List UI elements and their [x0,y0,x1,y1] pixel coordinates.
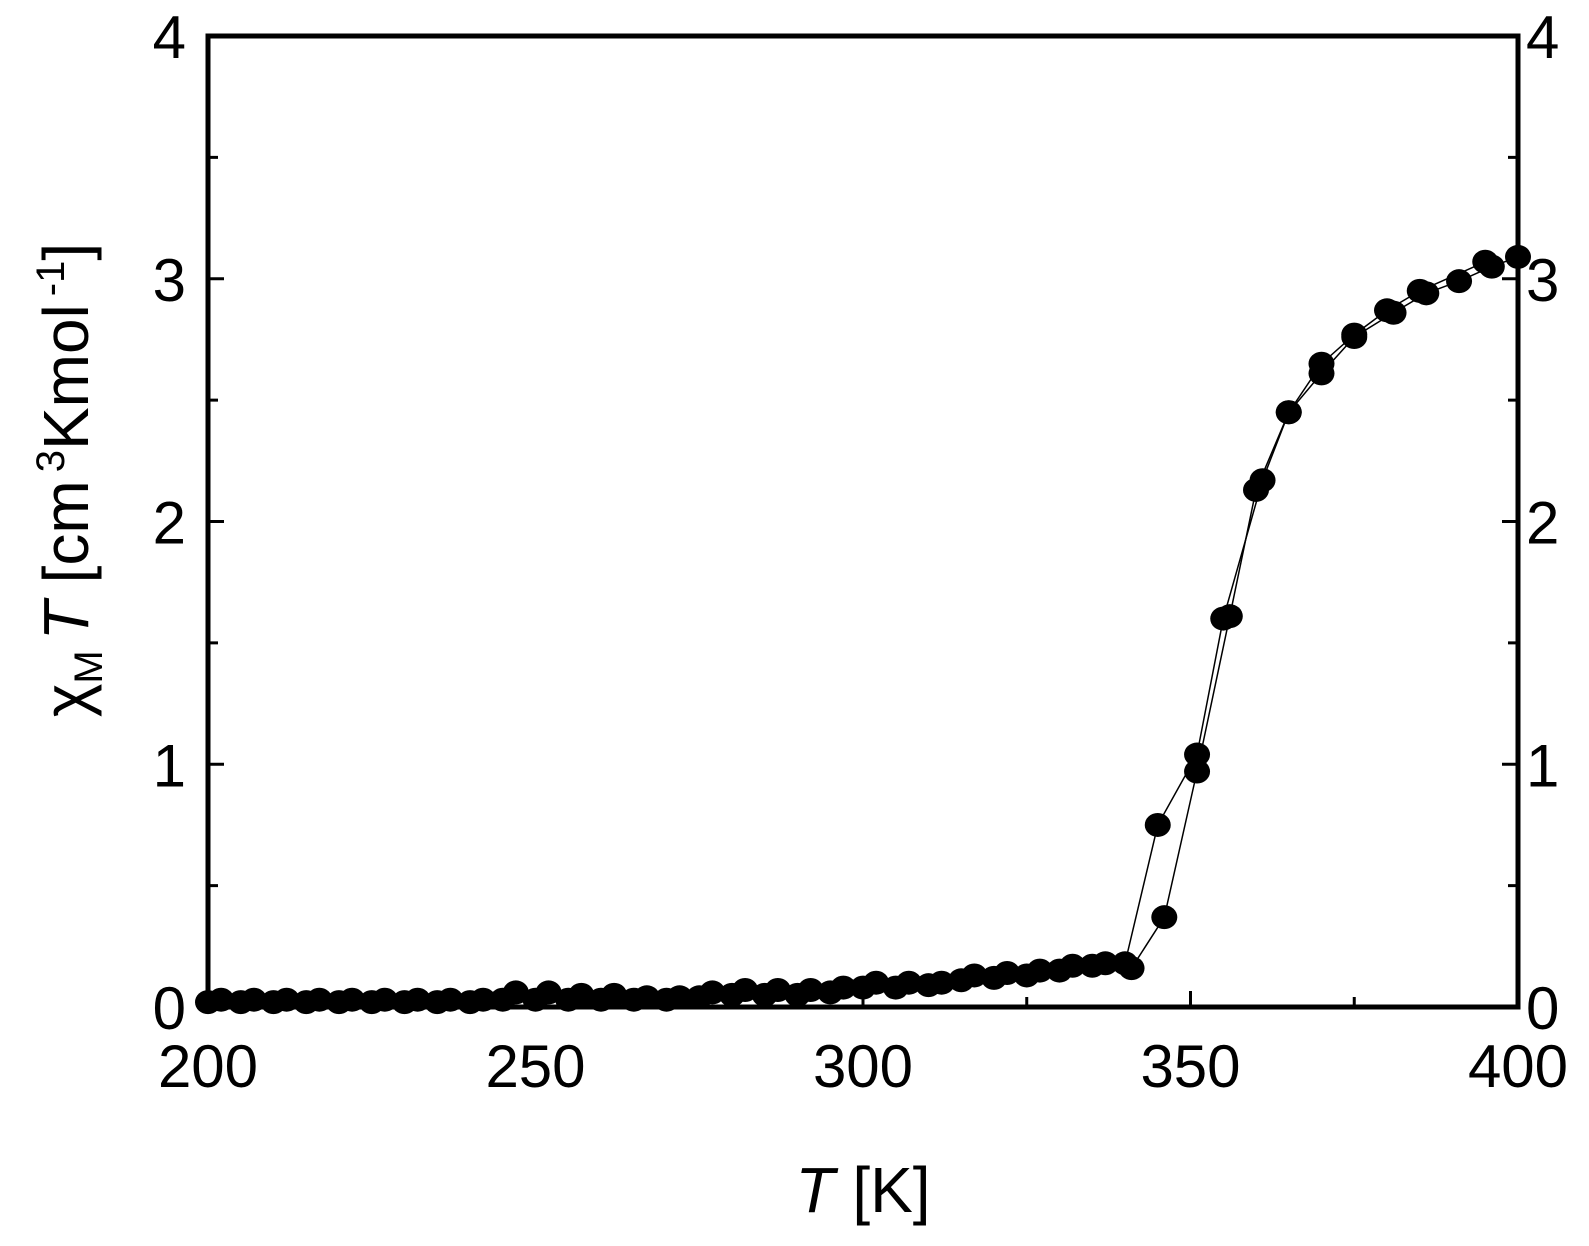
data-point [1341,322,1368,347]
y-tick-label: 4 [153,4,186,71]
data-point [502,980,529,1005]
y-tick-label: 3 [153,247,186,314]
data-point [1374,298,1400,323]
data-point [994,961,1021,986]
x-tick-label: 300 [813,1033,913,1100]
data-point [863,970,890,995]
y-tick-label: 0 [153,975,186,1042]
x-tick-label: 350 [1140,1033,1240,1100]
y2-tick-label: 1 [1526,732,1559,799]
data-point [797,978,824,1003]
data-point [895,970,922,995]
y-label-part: [cm [30,480,102,583]
y-label-part: χ [30,684,102,718]
plot-frame [205,33,1521,1010]
data-point [732,978,759,1003]
y-label-part: -1 [29,261,73,297]
y2-tick-label: 4 [1526,4,1559,71]
y-label-part: Kmol [30,304,102,450]
data-point [1092,951,1119,976]
y-label-part: 3 [29,450,73,472]
y-tick-label: 2 [153,490,186,557]
data-point [1112,951,1138,976]
data-point [1406,278,1433,303]
data-point [1446,269,1473,294]
y2-tick-label: 2 [1526,490,1559,557]
data-point [1249,468,1276,493]
data-point [1210,606,1237,631]
x-tick-label: 400 [1468,1033,1568,1100]
data-point [1151,905,1178,930]
data-point [535,980,562,1005]
y2-tick-label: 3 [1526,247,1559,314]
series-line [221,261,1486,1001]
y-label-part: M [67,650,111,683]
x-tick-label: 200 [158,1033,258,1100]
data-point [961,963,988,988]
y-axis-label: χMT [cm 3Kmol -1] [29,243,111,717]
y-label-part: ] [30,243,102,261]
data-point [1275,400,1302,425]
data-point [1308,351,1335,376]
x-tick-label: 250 [485,1033,585,1100]
data-point [1059,953,1086,978]
data-point [1144,812,1171,837]
x-axis-label: T [K] [795,1154,930,1226]
y-tick-label: 1 [153,732,186,799]
data-point [1026,958,1053,983]
data-point [633,985,660,1010]
data-point [699,980,726,1005]
y2-tick-label: 0 [1526,975,1559,1042]
data-point [601,982,628,1007]
x-label-part: [K] [852,1154,930,1226]
data-point [764,978,791,1003]
data-point [928,970,955,995]
data-point [1184,742,1211,767]
data-point [666,985,693,1010]
x-label-part: T [795,1154,838,1226]
y-label-part: T [30,597,102,640]
data-point [568,982,595,1007]
data-point [830,975,857,1000]
data-point [1472,249,1499,274]
